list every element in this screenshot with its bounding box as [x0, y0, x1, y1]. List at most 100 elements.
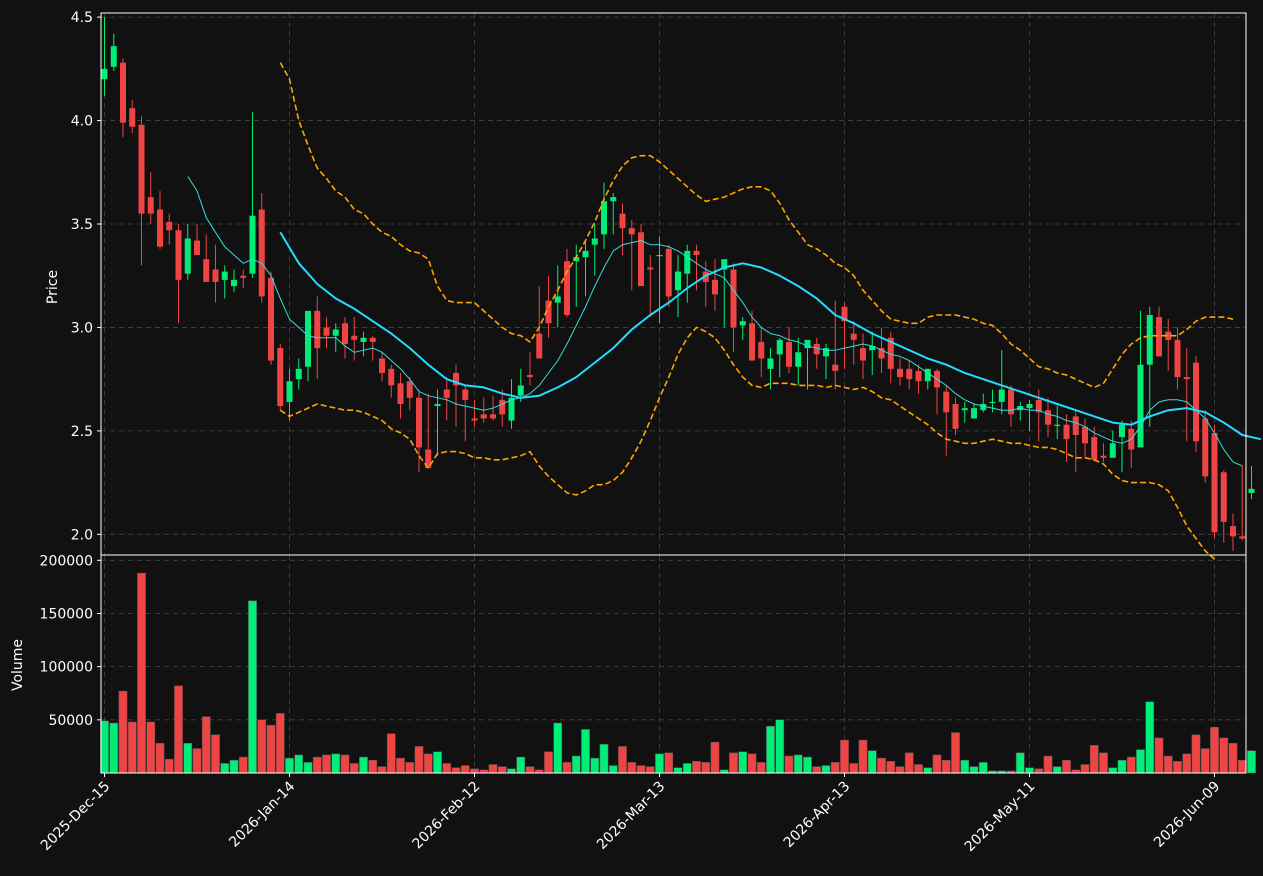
volume-bar — [359, 756, 368, 774]
volume-bar — [1145, 701, 1155, 774]
candle-body — [647, 267, 654, 270]
volume-bar — [211, 734, 220, 774]
candle-body — [240, 275, 247, 278]
candle-body — [878, 348, 885, 359]
volume-bar — [174, 685, 183, 774]
candle-body — [295, 368, 302, 380]
volume-bar — [1210, 727, 1219, 774]
candle-body — [342, 323, 348, 344]
candle-body — [739, 321, 746, 326]
volume-bar — [118, 690, 128, 774]
volume-bar — [978, 762, 988, 774]
candle-body — [138, 124, 145, 214]
candle-body — [499, 399, 506, 415]
volume-tick-label: 100000 — [40, 660, 93, 676]
volume-bar — [932, 754, 942, 774]
volume-bar — [1228, 742, 1238, 774]
volume-bar — [858, 739, 868, 774]
candle-body — [638, 232, 644, 287]
volume-bar — [1191, 734, 1201, 774]
volume-bar — [497, 766, 507, 774]
candle-body — [675, 271, 681, 291]
volume-bar — [1154, 737, 1164, 774]
volume-bar — [1163, 755, 1173, 774]
volume-bar — [396, 757, 405, 774]
volume-bar — [969, 766, 979, 774]
candle-body — [591, 238, 598, 245]
volume-bar — [275, 713, 285, 774]
volume-bar — [756, 762, 766, 774]
volume-bar — [849, 763, 859, 774]
price-axis-title: Price — [45, 270, 61, 304]
candle-body — [453, 372, 459, 386]
volume-bar — [386, 733, 396, 774]
candle-body — [897, 368, 903, 378]
candle-body — [203, 259, 210, 282]
candle-body — [351, 335, 358, 340]
volume-bar — [442, 763, 452, 774]
candle-body — [397, 383, 404, 404]
candle-body — [332, 329, 339, 336]
candle-body — [1211, 432, 1218, 533]
volume-axis-title: Volume — [10, 639, 26, 691]
volume-bar — [331, 753, 341, 774]
candle-body — [887, 337, 894, 369]
candle-body — [314, 310, 321, 349]
candle-body — [1183, 377, 1190, 380]
price-tick-label: 2.0 — [71, 527, 93, 543]
volume-bar — [285, 757, 294, 774]
volume-bar — [701, 762, 711, 774]
candle-body — [1063, 424, 1070, 440]
volume-bar — [1237, 759, 1247, 774]
volume-bar — [581, 729, 590, 774]
volume-bar — [618, 746, 627, 774]
candle-body — [545, 300, 552, 324]
volume-bar — [904, 752, 914, 774]
candle-body — [406, 381, 413, 398]
candle-body — [379, 358, 385, 373]
candle-body — [943, 391, 950, 413]
candle-body — [656, 255, 663, 257]
volume-bar — [784, 755, 794, 774]
volume-panel-frame — [100, 554, 1247, 774]
volume-tick-label: 50000 — [48, 713, 93, 729]
volume-bar — [1025, 767, 1034, 774]
candle-body — [693, 250, 700, 256]
volume-bar — [220, 763, 230, 774]
fast-moving-average-line — [187, 176, 1243, 467]
volume-bar — [377, 766, 387, 774]
volume-bar — [1136, 749, 1145, 774]
candle-body — [194, 240, 200, 256]
volume-bar — [608, 765, 618, 774]
candle-body — [212, 269, 219, 282]
volume-bar — [414, 746, 424, 774]
candle-body — [434, 403, 441, 407]
volume-bar — [544, 751, 553, 774]
lower-band-line — [279, 326, 1216, 560]
candle-body — [480, 414, 487, 419]
volume-bar — [812, 766, 822, 774]
candle-body — [1165, 331, 1172, 340]
candle-body — [1109, 443, 1116, 458]
candle-body — [1119, 424, 1125, 438]
volume-bar — [1089, 745, 1099, 774]
candles — [101, 17, 1255, 551]
candle-body — [554, 296, 561, 303]
candle-body — [388, 368, 395, 386]
candle-body — [1091, 437, 1098, 460]
candle-body — [582, 250, 589, 258]
price-tick-label: 2.5 — [71, 424, 93, 440]
volume-bar — [673, 767, 683, 774]
volume-bar — [294, 754, 304, 774]
candle-body — [1082, 426, 1088, 444]
volume-bar — [349, 763, 359, 774]
volume-bar — [840, 739, 849, 774]
candle-body — [120, 62, 126, 123]
candle-body — [1146, 315, 1153, 365]
volume-bar — [1182, 753, 1192, 774]
volume-bar — [1126, 756, 1136, 774]
candle-body — [869, 346, 876, 351]
candle-body — [924, 368, 931, 382]
volume-bar — [599, 744, 609, 774]
volume-bar — [830, 762, 840, 774]
